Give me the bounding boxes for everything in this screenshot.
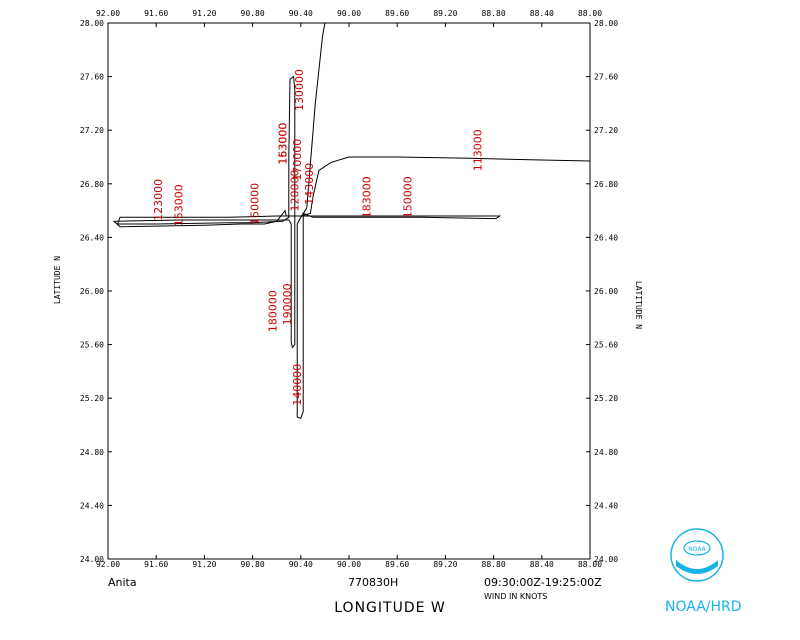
- x-tick-label-bottom: 91.60: [144, 560, 168, 569]
- y-tick-label-left: 25.60: [80, 341, 104, 350]
- noaa-emblem-wave: [676, 560, 718, 574]
- y-tick-label-left: 25.20: [80, 394, 104, 403]
- x-tick-label-top: 92.00: [96, 9, 120, 18]
- time-label: 113000: [472, 129, 485, 171]
- y-tick-label-left: 24.40: [80, 501, 104, 510]
- time-label: 123000: [152, 179, 165, 221]
- y-tick-label-left: 26.80: [80, 180, 104, 189]
- time-label: 153000: [173, 184, 186, 226]
- x-tick-label-top: 88.00: [578, 9, 602, 18]
- noaa-emblem-text: NOAA: [688, 546, 706, 553]
- x-tick-label-bottom: 89.20: [433, 560, 457, 569]
- y-tick-label-right: 26.40: [594, 233, 618, 242]
- x-tick-label-bottom: 88.80: [482, 560, 506, 569]
- x-tick-label-top: 91.20: [192, 9, 216, 18]
- x-tick-label-bottom: 90.00: [337, 560, 361, 569]
- wind-note: WIND IN KNOTS: [484, 592, 547, 601]
- time-label: 163000: [276, 123, 289, 165]
- y-axis-title-left: LATITUDE N: [53, 256, 62, 304]
- noaa-logo: NOAA NOAA/HRD: [665, 528, 742, 615]
- y-tick-label-right: 24.40: [594, 501, 618, 510]
- time-label: 120000: [288, 170, 301, 212]
- y-tick-label-right: 27.60: [594, 73, 618, 82]
- flight-track-line: [112, 22, 591, 419]
- x-tick-label-top: 89.20: [433, 9, 457, 18]
- y-axis-title-right: LATITUDE N: [634, 281, 643, 329]
- y-tick-label-left: 26.00: [80, 287, 104, 296]
- y-tick-label-right: 25.60: [594, 341, 618, 350]
- noaa-emblem-ring: [670, 528, 724, 582]
- date-code: 770830H: [348, 576, 398, 589]
- time-range: 09:30:00Z-19:25:00Z: [484, 576, 602, 589]
- y-tick-label-right: 26.80: [594, 180, 618, 189]
- x-tick-label-bottom: 88.40: [530, 560, 554, 569]
- time-label: 143000: [303, 163, 316, 205]
- time-label: 183000: [361, 176, 374, 218]
- x-tick-label-top: 90.40: [289, 9, 313, 18]
- x-tick-label-top: 88.80: [482, 9, 506, 18]
- y-tick-label-right: 24.00: [594, 555, 618, 564]
- x-tick-label-top: 90.80: [241, 9, 265, 18]
- time-label: 140000: [291, 364, 304, 406]
- y-tick-label-left: 26.40: [80, 233, 104, 242]
- y-tick-label-left: 27.60: [80, 73, 104, 82]
- time-label: 130000: [293, 69, 306, 111]
- time-label: 190000: [281, 283, 294, 325]
- y-tick-label-left: 24.00: [80, 555, 104, 564]
- time-label: 150000: [249, 183, 262, 225]
- x-tick-label-bottom: 92.00: [96, 560, 120, 569]
- x-axis-title: LONGITUDE W: [334, 600, 446, 616]
- x-tick-label-bottom: 89.60: [385, 560, 409, 569]
- plot-frame: [107, 22, 591, 560]
- x-tick-label-bottom: 90.40: [289, 560, 313, 569]
- x-tick-label-top: 89.60: [385, 9, 409, 18]
- time-label: 153000: [276, 123, 289, 165]
- noaa-hrd-label: NOAA/HRD: [665, 599, 742, 615]
- x-tick-label-bottom: 88.00: [578, 560, 602, 569]
- noaa-emblem-bird: [683, 540, 711, 556]
- x-tick-label-bottom: 91.20: [192, 560, 216, 569]
- tick-layer: 92.00 92.00 91.60 91.60 91.20 91.20 90.80 90.80…: [80, 9, 618, 569]
- storm-name: Anita: [108, 576, 137, 589]
- time-label: 170000: [291, 139, 304, 181]
- y-tick-label-left: 28.00: [80, 19, 104, 28]
- time-label: 180000: [267, 290, 280, 332]
- x-tick-label-top: 91.60: [144, 9, 168, 18]
- y-tick-label-left: 27.20: [80, 126, 104, 135]
- y-tick-label-right: 26.00: [594, 287, 618, 296]
- x-tick-label-bottom: 90.80: [241, 560, 265, 569]
- track-layer: [112, 22, 591, 419]
- y-tick-label-right: 28.00: [594, 19, 618, 28]
- y-tick-label-right: 24.80: [594, 448, 618, 457]
- y-tick-label-right: 25.20: [594, 394, 618, 403]
- y-tick-label-left: 24.80: [80, 448, 104, 457]
- x-tick-label-top: 88.40: [530, 9, 554, 18]
- time-label: 150000: [402, 176, 415, 218]
- y-tick-label-right: 27.20: [594, 126, 618, 135]
- x-tick-label-top: 90.00: [337, 9, 361, 18]
